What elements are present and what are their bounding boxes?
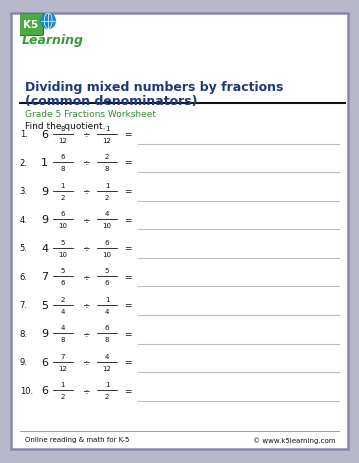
Text: 3.: 3. [20, 187, 28, 196]
Text: © www.k5learning.com: © www.k5learning.com [253, 436, 336, 443]
Text: 8: 8 [61, 125, 65, 131]
Text: 1: 1 [105, 182, 109, 188]
Text: 6: 6 [61, 280, 65, 286]
Text: 1: 1 [105, 125, 109, 131]
Text: 2: 2 [105, 394, 109, 400]
Text: 4: 4 [61, 308, 65, 314]
Text: ÷: ÷ [82, 300, 90, 310]
Text: =: = [124, 215, 131, 224]
Text: 12: 12 [59, 365, 67, 371]
Text: 10: 10 [102, 223, 112, 229]
Text: ÷: ÷ [82, 158, 90, 167]
Text: =: = [124, 386, 131, 395]
Text: 9.: 9. [20, 357, 28, 367]
Text: K5: K5 [23, 20, 38, 30]
Text: 5: 5 [105, 268, 109, 274]
Text: =: = [124, 187, 131, 196]
Text: ÷: ÷ [82, 130, 90, 139]
Text: 4: 4 [105, 308, 109, 314]
Text: 8: 8 [61, 166, 65, 172]
Text: 2: 2 [61, 394, 65, 400]
Text: ÷: ÷ [82, 329, 90, 338]
Text: 9: 9 [41, 215, 48, 225]
Circle shape [41, 14, 55, 30]
Text: 5: 5 [61, 239, 65, 245]
Text: 5.: 5. [20, 244, 28, 253]
Text: 6: 6 [41, 129, 48, 139]
Text: 9: 9 [41, 186, 48, 196]
Text: 4: 4 [105, 353, 109, 359]
Text: 1: 1 [41, 158, 48, 168]
Text: ÷: ÷ [82, 215, 90, 224]
Text: =: = [124, 244, 131, 253]
Text: 10: 10 [102, 251, 112, 257]
Text: =: = [124, 300, 131, 310]
Text: 4: 4 [105, 211, 109, 217]
Text: 2: 2 [61, 194, 65, 200]
Text: Find the quotient.: Find the quotient. [25, 122, 106, 131]
Text: Dividing mixed numbers by fractions: Dividing mixed numbers by fractions [25, 81, 284, 94]
Text: 10.: 10. [20, 386, 33, 395]
Text: ÷: ÷ [82, 357, 90, 367]
Text: 12: 12 [59, 138, 67, 143]
Text: 7.: 7. [20, 300, 28, 310]
Text: 2.: 2. [20, 158, 28, 167]
Text: 5: 5 [61, 268, 65, 274]
Text: 6: 6 [41, 357, 48, 367]
Text: ÷: ÷ [82, 272, 90, 281]
Text: 6: 6 [105, 239, 109, 245]
Text: Online reading & math for K-5: Online reading & math for K-5 [25, 436, 130, 442]
Text: 8: 8 [105, 166, 109, 172]
Text: 10: 10 [58, 251, 67, 257]
Text: 6: 6 [61, 154, 65, 160]
Text: 1: 1 [105, 382, 109, 388]
Text: ÷: ÷ [82, 386, 90, 395]
Text: 6.: 6. [20, 272, 28, 281]
Text: =: = [124, 272, 131, 281]
Text: 1.: 1. [20, 130, 28, 139]
Text: 7: 7 [41, 272, 48, 282]
Text: ÷: ÷ [82, 244, 90, 253]
Text: 2: 2 [105, 154, 109, 160]
Text: 12: 12 [103, 138, 111, 143]
Text: 2: 2 [61, 296, 65, 302]
Text: ÷: ÷ [82, 187, 90, 196]
Text: (common denominators): (common denominators) [25, 95, 198, 108]
Text: 1: 1 [61, 182, 65, 188]
Text: 8.: 8. [20, 329, 28, 338]
Text: 12: 12 [103, 365, 111, 371]
Text: Grade 5 Fractions Worksheet: Grade 5 Fractions Worksheet [25, 110, 156, 119]
Text: 5: 5 [41, 300, 48, 310]
Text: 2: 2 [105, 194, 109, 200]
FancyBboxPatch shape [18, 14, 43, 37]
Text: 4: 4 [61, 325, 65, 331]
Text: 7: 7 [61, 353, 65, 359]
Text: =: = [124, 130, 131, 139]
Text: 8: 8 [105, 337, 109, 343]
Text: =: = [124, 158, 131, 167]
Text: =: = [124, 329, 131, 338]
Text: 4: 4 [41, 243, 48, 253]
Text: 6: 6 [61, 211, 65, 217]
Text: =: = [124, 357, 131, 367]
Text: 1: 1 [61, 382, 65, 388]
Text: 6: 6 [105, 280, 109, 286]
Text: Learning: Learning [22, 34, 84, 47]
Text: 8: 8 [61, 337, 65, 343]
Text: 6: 6 [41, 386, 48, 395]
Text: 9: 9 [41, 329, 48, 338]
Text: 10: 10 [58, 223, 67, 229]
Text: 4.: 4. [20, 215, 28, 224]
Text: 6: 6 [105, 325, 109, 331]
Text: 1: 1 [105, 296, 109, 302]
